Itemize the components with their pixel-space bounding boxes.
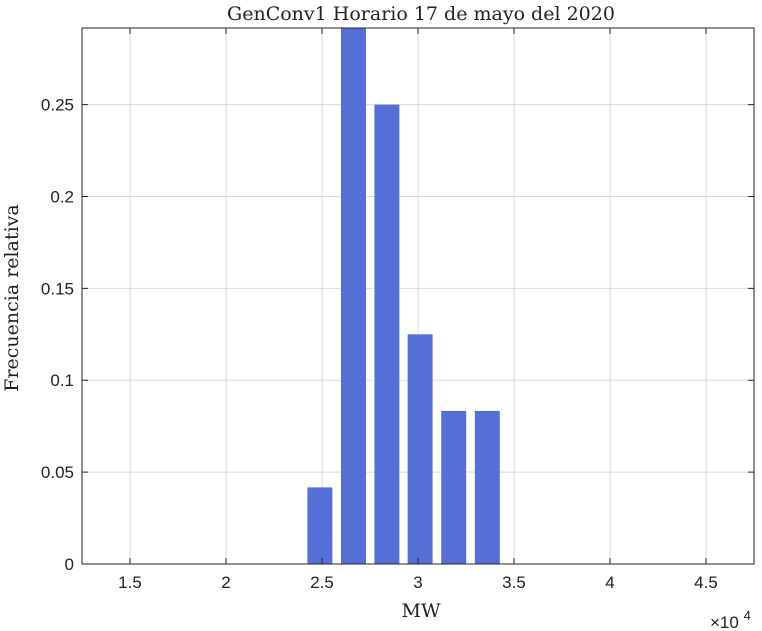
x-tick-label: 3: [413, 573, 422, 592]
grid-layer: [82, 28, 754, 565]
y-tick-label: 0: [65, 555, 74, 574]
x-axis-exponent-power: 4: [744, 608, 751, 623]
histogram-bar: [474, 410, 500, 564]
x-tick-label: 1.5: [118, 573, 142, 592]
y-tick-label: 0.15: [41, 279, 74, 298]
x-tick-label: 4: [605, 573, 614, 592]
svg-text:×10 4: ×10 4: [710, 608, 751, 631]
y-tick-label: 0.25: [41, 96, 74, 115]
histogram-bar: [307, 487, 333, 564]
y-axis-label: Frecuencia relativa: [1, 204, 23, 391]
chart-title: GenConv1 Horario 17 de mayo del 2020: [227, 3, 615, 25]
x-axis-exponent: ×10 4: [710, 608, 751, 631]
x-tick-label: 2: [221, 573, 230, 592]
x-tick-label: 3.5: [502, 573, 526, 592]
histogram-bar: [374, 104, 400, 564]
tick-layer: 1.5 2 2.5 3 3.5 4 4.5 0 0.05 0.1 0.15 0.2 0.25: [41, 28, 754, 592]
x-axis-label: MW: [402, 600, 441, 622]
x-tick-label: 2.5: [310, 573, 334, 592]
x-axis-exponent-prefix: ×10: [710, 613, 739, 631]
histogram-bar: [341, 28, 366, 564]
y-tick-label: 0.1: [50, 371, 74, 390]
y-tick-label: 0.2: [50, 187, 74, 206]
bar-layer: [307, 28, 500, 564]
histogram-bar: [441, 410, 467, 564]
y-tick-label: 0.05: [41, 463, 74, 482]
histogram-bar: [407, 334, 433, 564]
x-tick-label: 4.5: [694, 573, 718, 592]
